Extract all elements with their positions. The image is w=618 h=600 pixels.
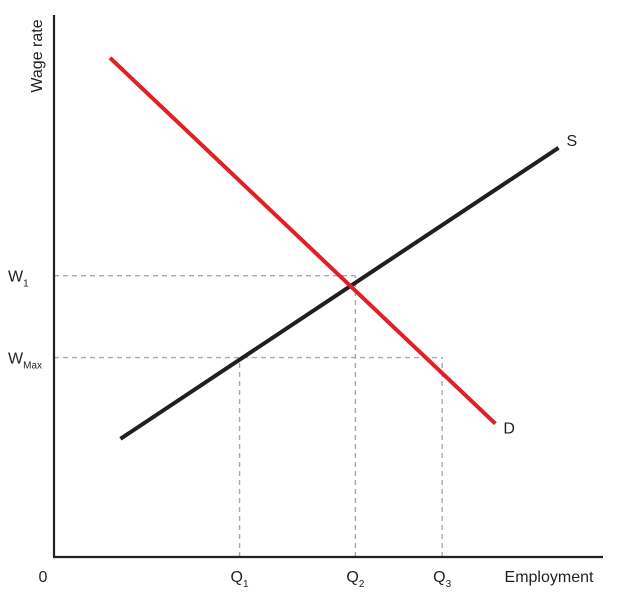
s-curve (119, 146, 560, 441)
x-tick-label-q2: Q2 (346, 569, 364, 590)
axes (52, 15, 603, 559)
y-axis-label: Wage rate (29, 19, 46, 92)
origin-label: 0 (39, 569, 48, 586)
y-tick-label-wmax: WMax (8, 351, 42, 372)
d-curve (108, 56, 497, 426)
curves: SD (108, 56, 578, 441)
x-tick-label-q1: Q1 (231, 569, 249, 590)
s-curve-label: S (567, 133, 578, 150)
x-axis-label: Employment (505, 569, 594, 586)
x-tick-label-q3: Q3 (433, 569, 451, 590)
tick-labels: Q1 Q2 Q3 W1 WMax (8, 269, 452, 590)
reference-lines (54, 275, 443, 557)
y-tick-label-w1: W1 (8, 269, 29, 290)
d-curve-label: D (503, 421, 515, 438)
